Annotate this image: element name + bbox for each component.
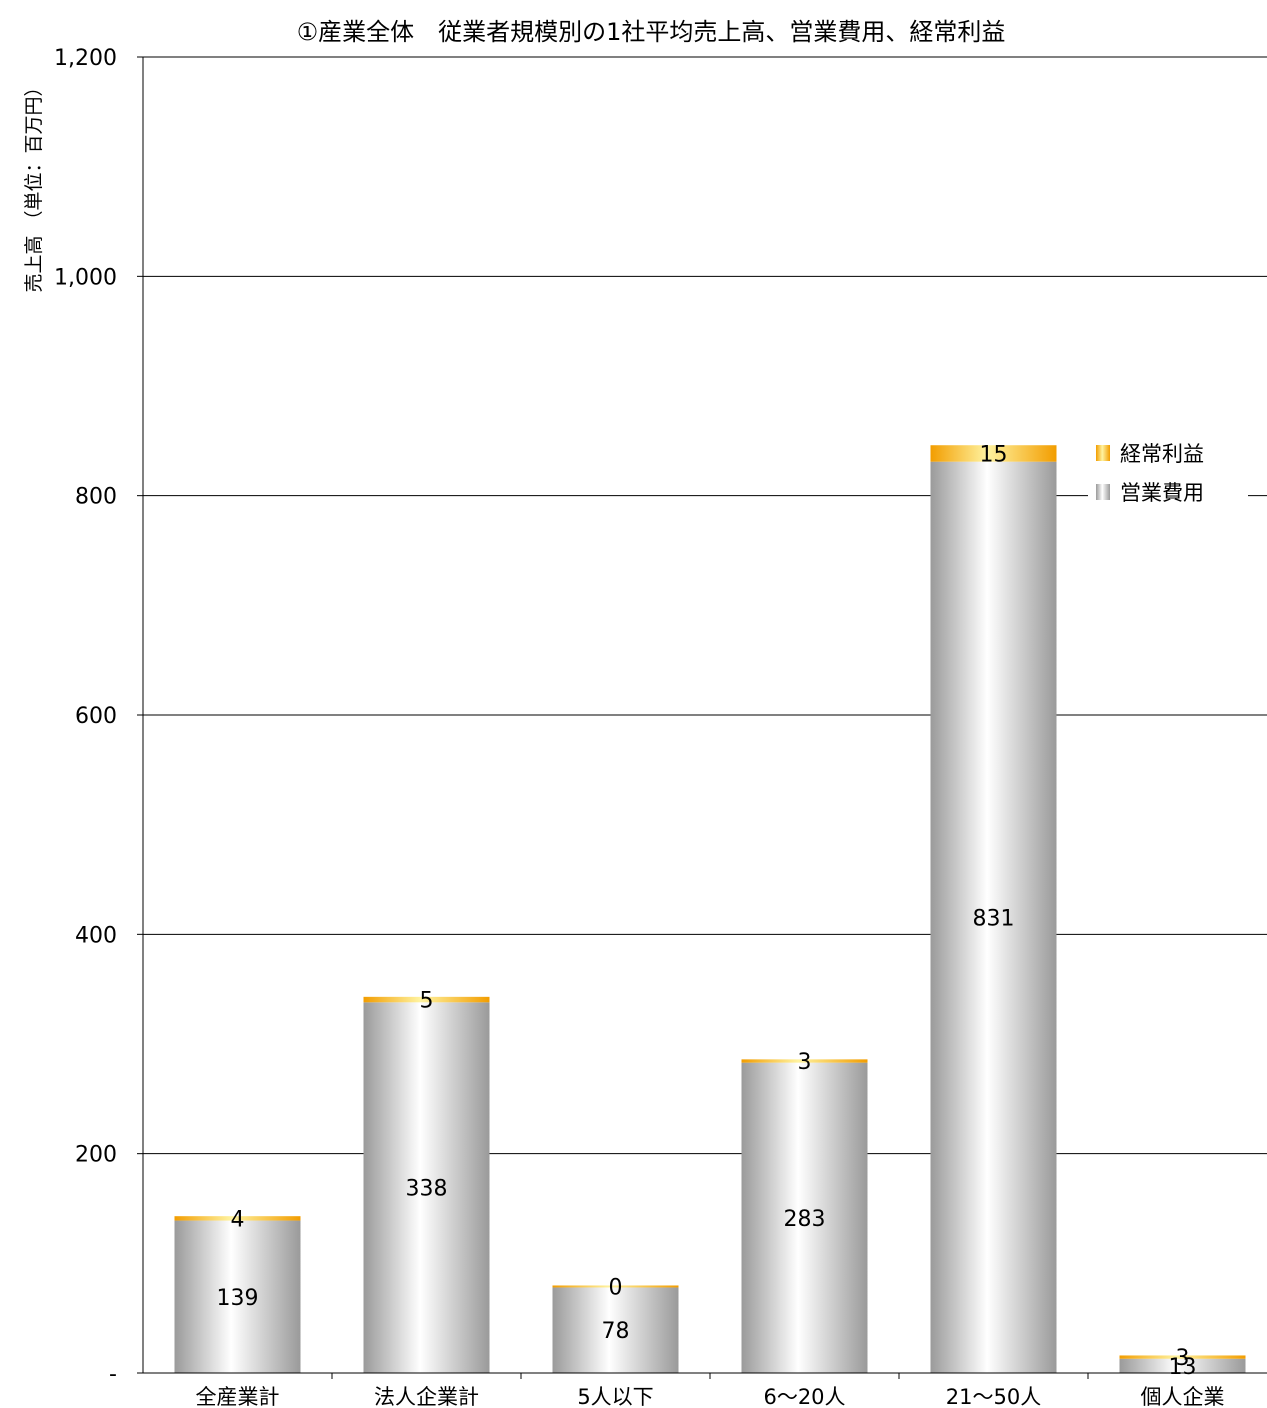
x-category-label: 全産業計 <box>196 1385 280 1408</box>
x-category-label: 法人企業計 <box>374 1385 479 1408</box>
data-label-ordinary-profit: 3 <box>798 1050 812 1075</box>
legend-swatch <box>1096 484 1110 500</box>
bar-operating-expense <box>1119 1358 1246 1373</box>
data-label-ordinary-profit: 3 <box>1176 1346 1190 1371</box>
bar-ordinary-profit <box>1119 1355 1246 1359</box>
bar-ordinary-profit <box>741 1059 868 1063</box>
gridlines <box>143 56 1267 1155</box>
bars <box>174 445 1246 1373</box>
bar-operating-expense <box>174 1220 301 1373</box>
chart-title: ①産業全体 従業者規模別の1社平均売上高、営業費用、経常利益 <box>297 18 1006 46</box>
data-label-operating-expense: 338 <box>406 1177 448 1202</box>
data-label-ordinary-profit: 5 <box>420 989 434 1014</box>
x-category-label: 5人以下 <box>577 1385 653 1408</box>
bar-ordinary-profit <box>930 445 1057 462</box>
y-tick-label: 800 <box>75 485 117 510</box>
data-label-operating-expense: 139 <box>217 1286 259 1311</box>
y-tick-label: 400 <box>75 923 117 948</box>
data-label-ordinary-profit: 15 <box>980 442 1008 467</box>
bar-ordinary-profit <box>552 1285 679 1288</box>
y-tick-label: 1,000 <box>54 265 117 290</box>
legend-label: 営業費用 <box>1120 481 1204 505</box>
data-label-operating-expense: 831 <box>973 906 1015 931</box>
x-category-label: 個人企業 <box>1141 1385 1225 1408</box>
y-axis-ticks: - 200 400 600 800 1,000 1,200 <box>54 46 143 1387</box>
data-label-ordinary-profit: 0 <box>609 1275 623 1300</box>
y-axis-label: 売上高 （単位：百万円） <box>23 77 45 292</box>
data-label-operating-expense: 78 <box>602 1319 630 1344</box>
y-tick-label: - <box>109 1362 117 1387</box>
bar-operating-expense <box>741 1062 868 1373</box>
x-category-label: 6～20人 <box>763 1385 845 1408</box>
data-label-operating-expense: 13 <box>1169 1355 1197 1380</box>
bar-operating-expense <box>930 461 1057 1373</box>
y-tick-label: 200 <box>75 1143 117 1168</box>
data-label-ordinary-profit: 4 <box>231 1207 245 1232</box>
data-label-operating-expense: 283 <box>784 1207 826 1232</box>
legend-label: 経常利益 <box>1120 442 1204 466</box>
y-tick-label: 600 <box>75 704 117 729</box>
bar-operating-expense <box>552 1287 679 1373</box>
legend-background <box>1088 478 1248 510</box>
x-axis-categories: 全産業計 法人企業計 5人以下 6～20人 21～50人 個人企業 <box>196 1373 1225 1408</box>
bar-operating-expense <box>363 1002 490 1373</box>
bar-ordinary-profit <box>174 1216 301 1221</box>
y-tick-label: 1,200 <box>54 46 117 71</box>
legend-swatch <box>1096 445 1110 461</box>
bar-ordinary-profit <box>363 996 490 1003</box>
x-category-label: 21～50人 <box>946 1385 1041 1408</box>
